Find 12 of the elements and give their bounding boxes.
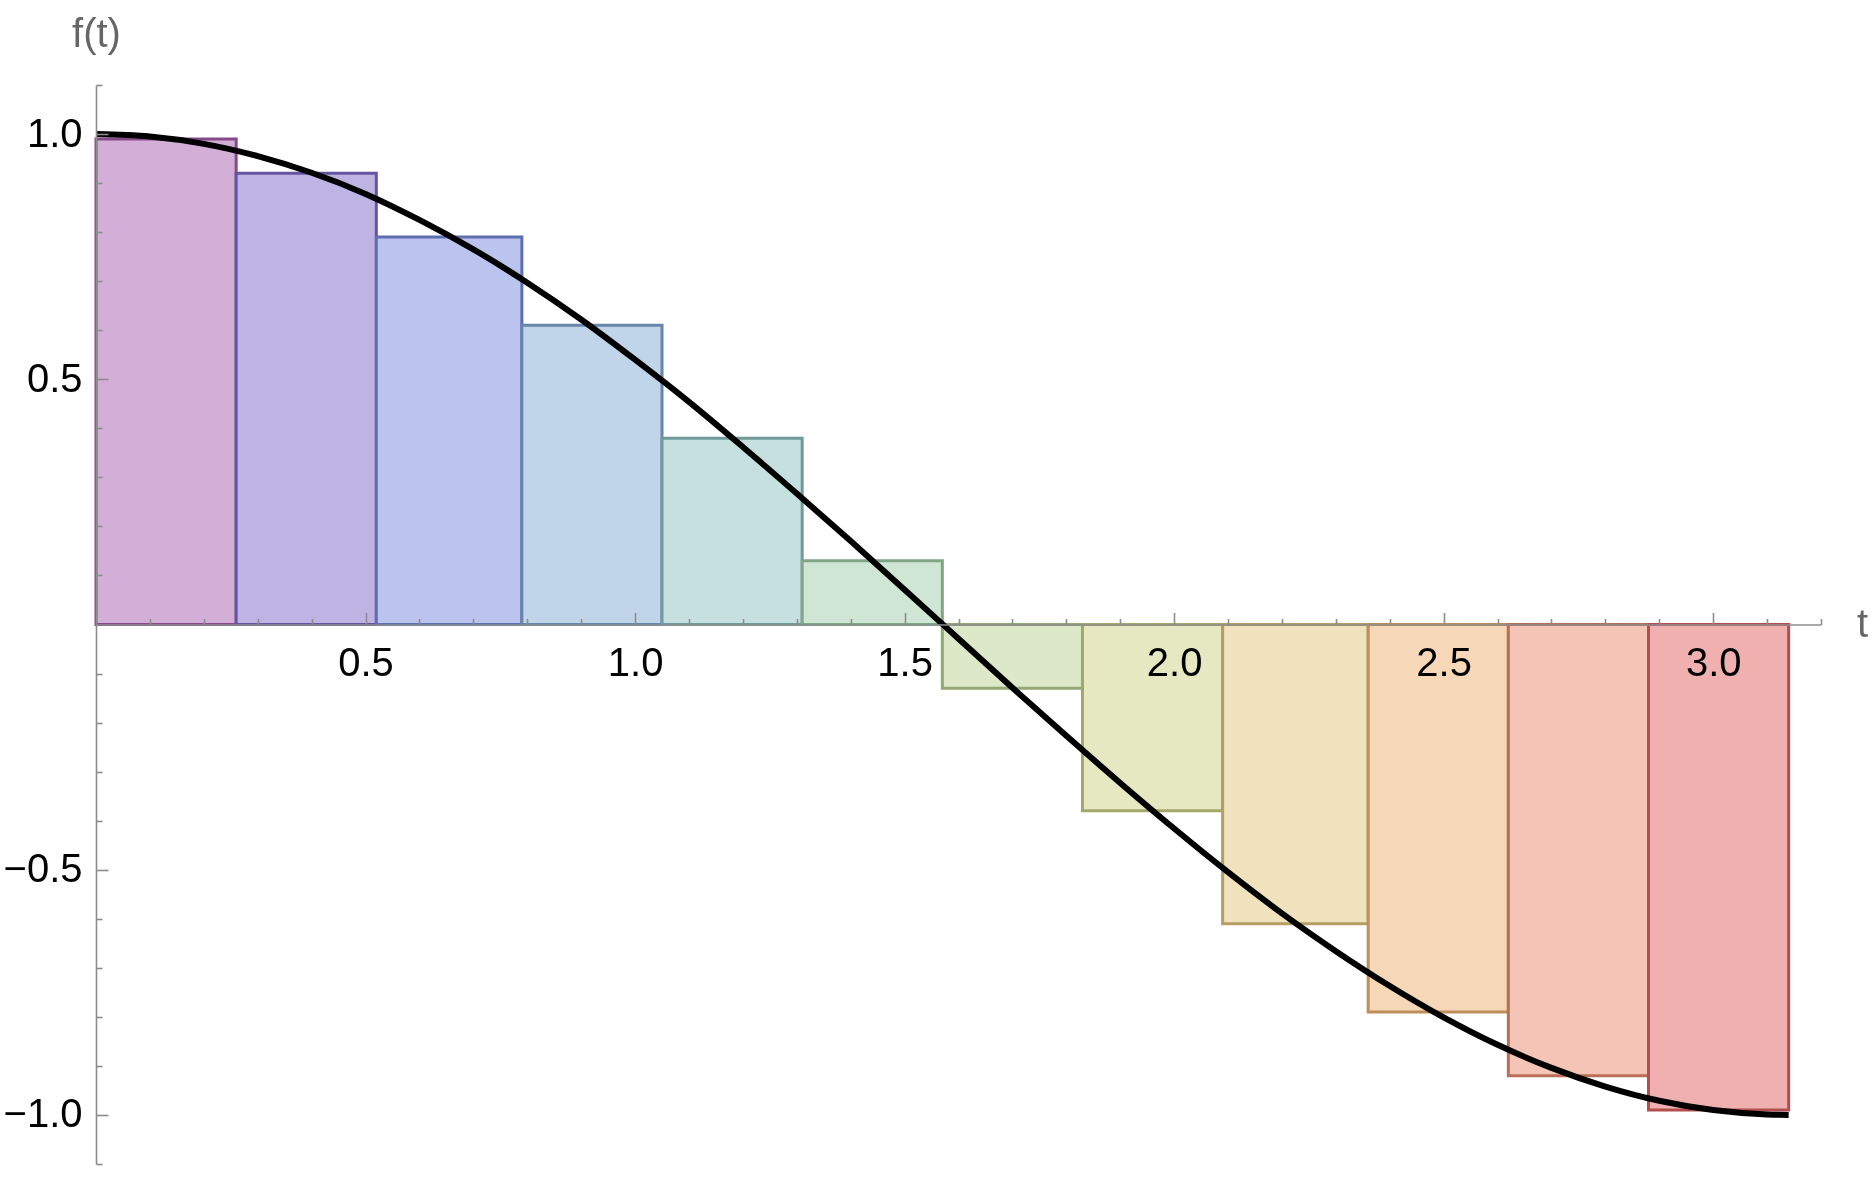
x-tick-label: 3.0 [1685,640,1742,684]
x-tick-label: 1.5 [877,640,933,684]
y-tick-label: −0.5 [3,846,83,891]
x-tick-label: 0.5 [338,640,394,684]
x-tick-label: 1.0 [607,640,664,684]
y-tick-label: −1.0 [3,1091,83,1136]
y-tick-label: 0.5 [26,355,83,400]
y-tick-label: 1.0 [26,110,83,155]
x-axis-title: t [1856,601,1869,645]
y-axis-title: f(t) [72,10,121,55]
x-tick-label: 2.0 [1146,640,1203,684]
x-tick-label: 2.5 [1416,640,1472,684]
